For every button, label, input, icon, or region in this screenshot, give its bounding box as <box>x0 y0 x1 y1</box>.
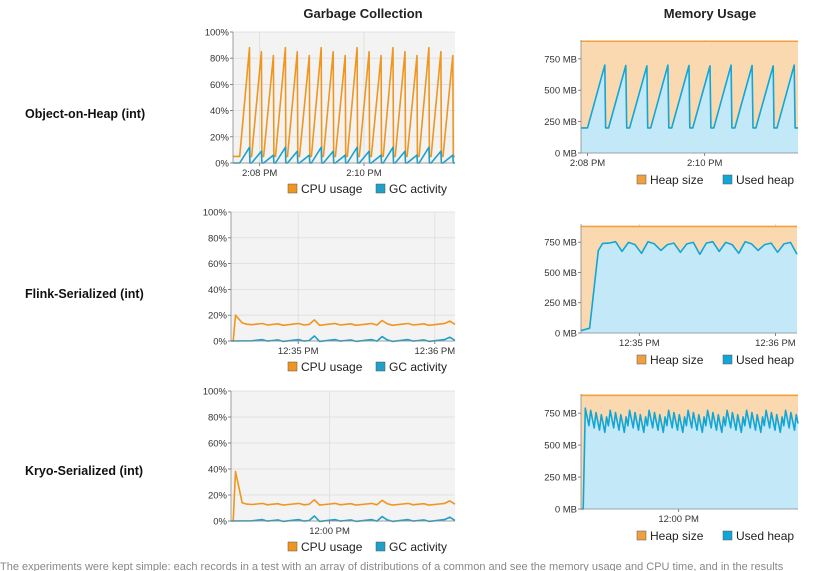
y-tick-label: 750 MB <box>544 238 577 249</box>
y-tick-label: 80% <box>208 413 228 424</box>
legend-swatch-heap-size <box>636 174 647 185</box>
y-tick-label: 40% <box>208 465 228 476</box>
gc-column-title: Garbage Collection <box>303 6 423 21</box>
legend-label-used-heap: Used heap <box>736 529 794 543</box>
y-tick-label: 0 MB <box>555 505 577 516</box>
legend-swatch-used-heap <box>722 530 733 541</box>
plot-area <box>231 391 455 521</box>
gc-chart-object-on-heap: 0% 20% 40% 60% 80% 100% 2:08 PM 2:10 PM CPU usag… <box>205 28 455 196</box>
used-heap-area <box>581 408 798 509</box>
memory-column-title: Memory Usage <box>663 6 757 21</box>
x-tick-label: 12:00 PM <box>658 514 699 525</box>
x-tick-label: 12:36 PM <box>415 346 456 357</box>
row-label-object-on-heap: Object-on-Heap (int) <box>25 107 146 121</box>
legend-label-heap-size: Heap size <box>650 529 704 543</box>
legend-swatch-cpu-usage <box>287 361 298 372</box>
legend-label-used-heap: Used heap <box>736 173 794 187</box>
legend-swatch-used-heap <box>722 174 733 185</box>
y-tick-label: 500 MB <box>544 441 577 452</box>
y-tick-label: 80% <box>210 54 230 65</box>
row-label-flink-serialized: Flink-Serialized (int) <box>25 287 144 301</box>
legend-label-gc-activity: GC activity <box>389 182 447 196</box>
y-tick-label: 500 MB <box>544 86 577 97</box>
legend-label-heap-size: Heap size <box>650 173 704 187</box>
y-tick-label: 60% <box>208 259 228 270</box>
legend-swatch-cpu-usage <box>287 541 298 552</box>
x-tick-label: 12:35 PM <box>619 338 660 349</box>
memory-chart-object-on-heap: 0 MB 250 MB 500 MB 750 MB 2:08 PM 2:10 PM Heap… <box>544 40 798 187</box>
cpu-usage-line <box>231 470 456 522</box>
x-tick-label: 2:10 PM <box>346 168 381 179</box>
y-tick-label: 40% <box>208 285 228 296</box>
figure-caption: The experiments were kept simple: each r… <box>0 561 784 571</box>
x-tick-label: 12:00 PM <box>309 526 350 537</box>
y-tick-label: 100% <box>205 28 230 39</box>
x-tick-label: 2:08 PM <box>570 158 605 169</box>
y-tick-label: 0% <box>215 159 229 170</box>
y-tick-label: 60% <box>208 439 228 450</box>
legend-swatch-cpu-usage <box>287 183 298 194</box>
x-tick-label: 2:10 PM <box>687 158 722 169</box>
gc-chart-flink-serialized: 0% 20% 40% 60% 80% 100% 12:35 PM 12:36 PM CPU us… <box>203 208 456 374</box>
row-label-kryo-serialized: Kryo-Serialized (int) <box>25 464 144 478</box>
y-tick-label: 0% <box>213 517 227 528</box>
legend-label-gc-activity: GC activity <box>389 360 447 374</box>
y-tick-label: 500 MB <box>544 268 577 279</box>
y-tick-label: 750 MB <box>544 409 577 420</box>
plot-area <box>231 212 455 341</box>
x-tick-label: 2:08 PM <box>242 168 277 179</box>
used-heap-line <box>580 240 798 332</box>
used-heap-line <box>581 64 798 129</box>
legend-swatch-used-heap <box>722 354 733 365</box>
y-tick-label: 0 MB <box>555 329 577 340</box>
legend-swatch-gc-activity <box>375 541 386 552</box>
y-tick-label: 20% <box>208 491 228 502</box>
legend-label-cpu-usage: CPU usage <box>301 540 363 554</box>
cpu-usage-line <box>231 314 456 342</box>
y-tick-label: 100% <box>203 387 228 398</box>
y-tick-label: 0% <box>213 337 227 348</box>
y-tick-label: 20% <box>208 311 228 322</box>
legend-label-cpu-usage: CPU usage <box>301 360 363 374</box>
legend-swatch-gc-activity <box>375 183 386 194</box>
legend-label-heap-size: Heap size <box>650 353 704 367</box>
memory-chart-flink-serialized: 0 MB 250 MB 500 MB 750 MB 12:35 PM 12:36 PM He… <box>544 224 798 367</box>
y-tick-label: 60% <box>210 80 230 91</box>
x-tick-label: 12:36 PM <box>755 338 796 349</box>
used-heap-area <box>581 241 797 333</box>
y-tick-label: 0 MB <box>555 149 577 160</box>
legend-label-used-heap: Used heap <box>736 353 794 367</box>
legend-swatch-gc-activity <box>375 361 386 372</box>
y-tick-label: 40% <box>210 106 230 117</box>
y-tick-label: 20% <box>210 132 230 143</box>
memory-chart-kryo-serialized: 0 MB 250 MB 500 MB 750 MB 12:00 PM Heap size U… <box>544 394 799 543</box>
legend-label-cpu-usage: CPU usage <box>301 182 363 196</box>
y-tick-label: 250 MB <box>544 298 577 309</box>
y-tick-label: 100% <box>203 208 228 219</box>
y-tick-label: 250 MB <box>544 117 577 128</box>
y-tick-label: 750 MB <box>544 54 577 65</box>
y-tick-label: 80% <box>208 233 228 244</box>
plot-area <box>233 32 455 163</box>
legend-swatch-heap-size <box>636 354 647 365</box>
x-tick-label: 12:35 PM <box>278 346 319 357</box>
legend-swatch-heap-size <box>636 530 647 541</box>
gc-chart-kryo-serialized: 0% 20% 40% 60% 80% 100% 12:00 PM CPU usage GC ac… <box>203 387 456 554</box>
y-tick-label: 250 MB <box>544 473 577 484</box>
legend-label-gc-activity: GC activity <box>389 540 447 554</box>
used-heap-line <box>581 407 799 510</box>
